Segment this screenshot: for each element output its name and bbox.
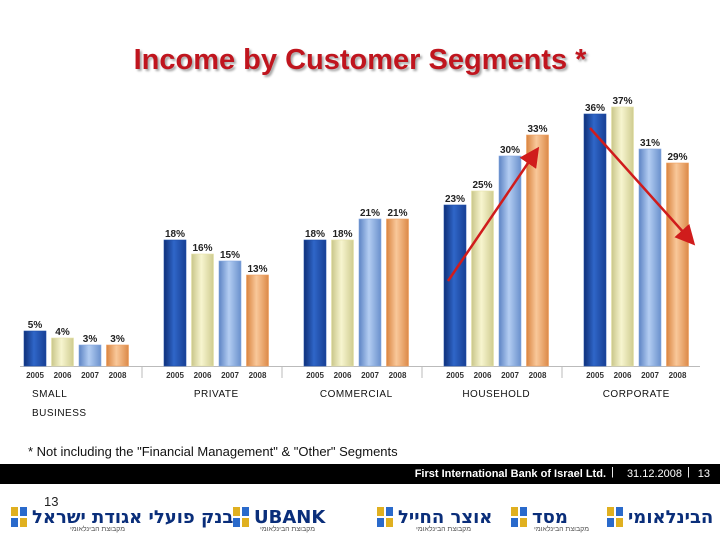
bar (386, 218, 409, 367)
bar (358, 218, 382, 367)
year-tick-label: 2006 (194, 371, 212, 380)
logo-name: מסד (532, 506, 568, 528)
category-label: PRIVATE (194, 389, 239, 400)
bank-emblem-icon (233, 507, 249, 527)
logo-poalei-agudat: בנק פועלי אגודת ישראל מקבוצת הבינלאומי (10, 502, 234, 533)
bar (163, 239, 187, 367)
data-label: 25% (472, 180, 492, 191)
year-tick-label: 2005 (166, 371, 184, 380)
year-tick-label: 2007 (81, 371, 99, 380)
data-label: 18% (332, 229, 352, 240)
bar (191, 253, 214, 367)
year-tick-label: 2008 (529, 371, 547, 380)
data-label: 21% (360, 208, 380, 219)
data-label: 33% (527, 124, 547, 135)
bar (526, 134, 549, 367)
footer-date: 31.12.2008 (626, 468, 682, 480)
bar (331, 239, 354, 367)
trend-arrow (446, 146, 540, 282)
logo-subtitle: מקבוצת הבינלאומי (260, 526, 316, 533)
logo-name: UBANK (254, 506, 326, 528)
footer-separator: | (687, 466, 690, 478)
logo-name: בנק פועלי אגודת ישראל (32, 506, 234, 528)
footer-bar: First International Bank of Israel Ltd. … (0, 464, 720, 484)
year-tick-label: 2005 (306, 371, 324, 380)
data-label: 3% (83, 334, 98, 345)
year-tick-label: 2007 (361, 371, 379, 380)
footer-separator: | (611, 466, 614, 478)
data-label: 23% (445, 194, 465, 205)
bar (303, 239, 327, 367)
logo-first-international: הבינלאומי (606, 502, 713, 532)
data-label: 13% (247, 264, 267, 275)
data-label: 4% (55, 327, 70, 338)
bank-emblem-icon (607, 507, 623, 527)
bar (218, 260, 242, 367)
trend-arrow (589, 127, 696, 246)
bar (471, 190, 494, 367)
data-label: 29% (667, 152, 687, 163)
year-tick-label: 2006 (334, 371, 352, 380)
logo-massad: מסד מקבוצת הבינלאומי (510, 502, 589, 533)
category-label: COMMERCIAL (320, 389, 393, 400)
logo-subtitle: מקבוצת הבינלאומי (416, 526, 472, 533)
logo-name: הבינלאומי (628, 506, 714, 528)
category-label: HOUSEHOLD (462, 389, 530, 400)
logo-name: אוצר החייל (398, 506, 493, 528)
chart-title: Income by Customer Segments * (133, 44, 587, 76)
logo-subtitle: מקבוצת הבינלאומי (534, 526, 590, 533)
page-number: 13 (44, 494, 59, 509)
year-tick-label: 2005 (586, 371, 604, 380)
bar (246, 274, 269, 367)
bar (443, 204, 467, 367)
bar (611, 106, 634, 367)
logo-ubank: UBANK מקבוצת הבינלאומי (232, 502, 326, 533)
data-label: 18% (165, 229, 185, 240)
category-label: BUSINESS (32, 408, 87, 419)
year-tick-label: 2008 (669, 371, 687, 380)
data-label: 30% (500, 145, 520, 156)
year-tick-label: 2006 (474, 371, 492, 380)
bank-emblem-icon (377, 507, 393, 527)
logo-otsar-hahayal: אוצר החייל מקבוצת הבינלאומי (376, 502, 493, 533)
data-label: 15% (220, 250, 240, 261)
bar (106, 344, 129, 367)
year-tick-label: 2008 (389, 371, 407, 380)
data-label: 31% (640, 138, 660, 149)
bar (51, 337, 74, 367)
bar (498, 155, 522, 367)
footnote: * Not including the "Financial Managemen… (28, 444, 398, 459)
year-tick-label: 2008 (109, 371, 127, 380)
data-label: 16% (192, 243, 212, 254)
bar-chart: 5% 2005 4% 2006 3% 2007 3% 2008 SMALL BUSINESS 18%… (20, 96, 700, 419)
year-tick-label: 2007 (221, 371, 239, 380)
bank-emblem-icon (11, 507, 27, 527)
footer-bank-name: First International Bank of Israel Ltd. (414, 468, 606, 480)
year-tick-label: 2005 (26, 371, 44, 380)
year-tick-label: 2006 (614, 371, 632, 380)
bar (23, 330, 47, 367)
year-tick-label: 2008 (249, 371, 267, 380)
category-label: CORPORATE (603, 389, 670, 400)
footer-page: 13 (697, 468, 710, 480)
data-label: 3% (110, 334, 125, 345)
data-label: 18% (305, 229, 325, 240)
bar (78, 344, 102, 367)
year-tick-label: 2005 (446, 371, 464, 380)
data-label: 37% (612, 96, 632, 107)
bar (666, 162, 689, 367)
data-label: 21% (387, 208, 407, 219)
logos-row: בנק פועלי אגודת ישראל מקבוצת הבינלאומי U… (0, 498, 720, 538)
logo-subtitle: מקבוצת הבינלאומי (70, 526, 126, 533)
data-label: 36% (585, 103, 605, 114)
year-tick-label: 2007 (501, 371, 519, 380)
data-label: 5% (28, 320, 43, 331)
year-tick-label: 2007 (641, 371, 659, 380)
bar (638, 148, 662, 367)
bank-emblem-icon (511, 507, 527, 527)
year-tick-label: 2006 (54, 371, 72, 380)
bar (583, 113, 607, 367)
category-label: SMALL (32, 389, 67, 400)
